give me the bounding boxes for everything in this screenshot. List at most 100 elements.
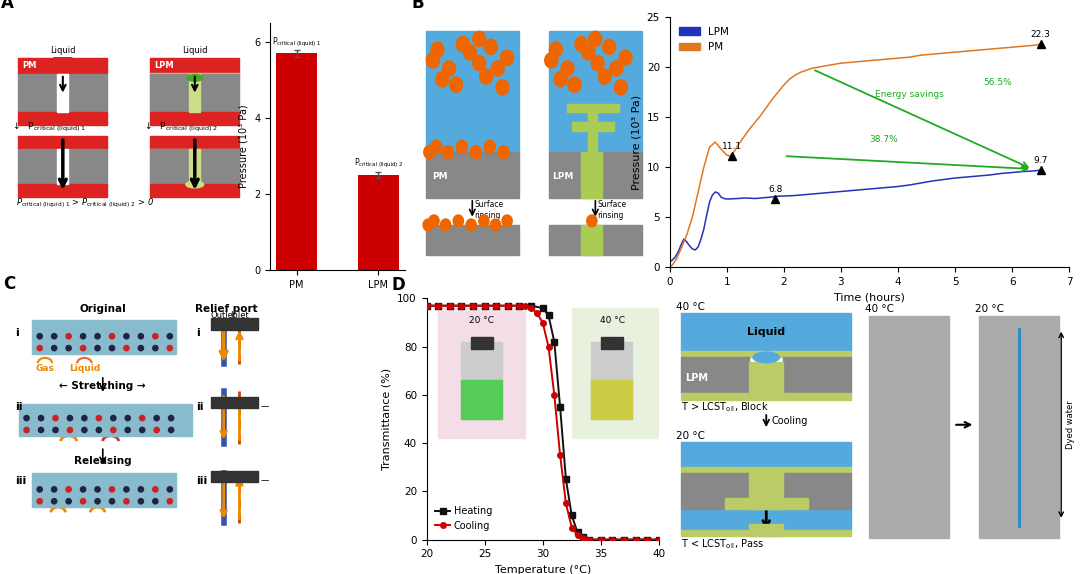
Bar xyxy=(681,351,851,358)
Circle shape xyxy=(124,346,130,351)
Circle shape xyxy=(52,333,57,339)
LPM xyxy=(712,189,725,196)
Text: P$_{\rm critical\ (liquid)\ 1}$: P$_{\rm critical\ (liquid)\ 1}$ xyxy=(272,36,322,49)
Circle shape xyxy=(152,346,158,351)
Text: P$_{\rm critical\ (liquid)\ 2}$: P$_{\rm critical\ (liquid)\ 2}$ xyxy=(353,157,403,170)
Text: Liquid: Liquid xyxy=(50,46,76,56)
Cooling xyxy=(577,535,590,542)
Cooling xyxy=(455,302,468,309)
Legend: LPM, PM: LPM, PM xyxy=(675,22,733,56)
Text: 40 °C: 40 °C xyxy=(676,302,704,312)
Circle shape xyxy=(470,146,482,158)
Cooling xyxy=(554,452,567,459)
Text: ii: ii xyxy=(15,402,23,412)
Cooling xyxy=(530,309,543,316)
Bar xyxy=(600,337,623,349)
Heating xyxy=(571,529,584,536)
Circle shape xyxy=(52,499,57,504)
Heating xyxy=(537,305,550,312)
Bar xyxy=(750,523,783,536)
Bar xyxy=(276,53,318,270)
Circle shape xyxy=(124,499,130,504)
Ellipse shape xyxy=(753,352,780,363)
Circle shape xyxy=(53,416,58,421)
Circle shape xyxy=(154,427,159,433)
Circle shape xyxy=(139,416,145,421)
Text: LPM: LPM xyxy=(685,374,708,383)
Ellipse shape xyxy=(186,181,204,188)
Text: 20 °C: 20 °C xyxy=(469,316,494,325)
Heating xyxy=(490,302,503,309)
LPM xyxy=(663,258,676,265)
Circle shape xyxy=(167,346,173,351)
Circle shape xyxy=(554,72,567,87)
Text: 40 °C: 40 °C xyxy=(599,316,625,325)
Bar xyxy=(681,441,851,467)
Text: i: i xyxy=(197,328,200,338)
Text: ii: ii xyxy=(197,402,203,412)
PM xyxy=(835,60,848,67)
Heating xyxy=(501,302,514,309)
Heating xyxy=(548,339,561,346)
Text: Surface
rinsing: Surface rinsing xyxy=(597,200,626,220)
Cooling xyxy=(571,532,584,538)
Circle shape xyxy=(491,61,504,76)
Heating xyxy=(559,476,572,483)
Text: LPM: LPM xyxy=(154,61,174,70)
Cooling xyxy=(629,536,642,543)
Bar xyxy=(681,473,750,509)
Circle shape xyxy=(110,416,116,421)
Cooling xyxy=(640,536,653,543)
Circle shape xyxy=(443,61,456,76)
Cooling xyxy=(478,302,491,309)
PM xyxy=(663,263,676,270)
Text: PM: PM xyxy=(432,172,447,181)
Bar xyxy=(189,74,201,111)
Bar xyxy=(581,152,603,198)
Cooling xyxy=(501,302,514,309)
LPM xyxy=(811,190,824,197)
Text: T > LCST$_{\mathsf{oil}}$, Block: T > LCST$_{\mathsf{oil}}$, Block xyxy=(681,400,769,414)
Circle shape xyxy=(67,427,72,433)
Bar xyxy=(150,74,240,111)
Circle shape xyxy=(109,333,114,339)
Bar xyxy=(783,473,851,509)
Bar xyxy=(567,104,619,111)
Bar xyxy=(549,225,642,255)
Cooling xyxy=(525,305,538,312)
Circle shape xyxy=(82,416,87,421)
Heating xyxy=(629,536,642,543)
Bar xyxy=(681,393,851,400)
Bar xyxy=(980,316,1059,538)
X-axis label: Temperature (°C): Temperature (°C) xyxy=(495,565,591,574)
Circle shape xyxy=(598,69,611,84)
Text: Outlet: Outlet xyxy=(211,311,237,320)
Text: iii: iii xyxy=(15,476,26,486)
Bar xyxy=(681,467,851,473)
Line: PM: PM xyxy=(670,44,1041,267)
Bar xyxy=(681,313,851,351)
Text: 20 °C: 20 °C xyxy=(676,431,704,441)
Cooling xyxy=(420,302,433,309)
Cooling xyxy=(542,343,555,350)
Circle shape xyxy=(80,499,85,504)
Text: A: A xyxy=(1,0,14,12)
Circle shape xyxy=(480,69,492,84)
Y-axis label: Pressure (10³ Pa): Pressure (10³ Pa) xyxy=(631,95,642,189)
Bar xyxy=(18,184,107,197)
Text: Relief port: Relief port xyxy=(195,304,258,314)
Bar xyxy=(150,149,240,153)
Circle shape xyxy=(484,140,496,153)
Bar xyxy=(681,530,851,536)
Circle shape xyxy=(168,427,174,433)
Text: $\downarrow$  P$_{\rm critical\ (liquid)\ 2}$: $\downarrow$ P$_{\rm critical\ (liquid)\… xyxy=(143,121,218,134)
Circle shape xyxy=(80,346,85,351)
Circle shape xyxy=(619,50,632,65)
Circle shape xyxy=(490,219,501,231)
Cooling xyxy=(444,302,457,309)
Heating xyxy=(513,302,526,309)
Cooling xyxy=(537,319,550,326)
Circle shape xyxy=(125,416,131,421)
Circle shape xyxy=(95,487,100,492)
Circle shape xyxy=(53,427,58,433)
